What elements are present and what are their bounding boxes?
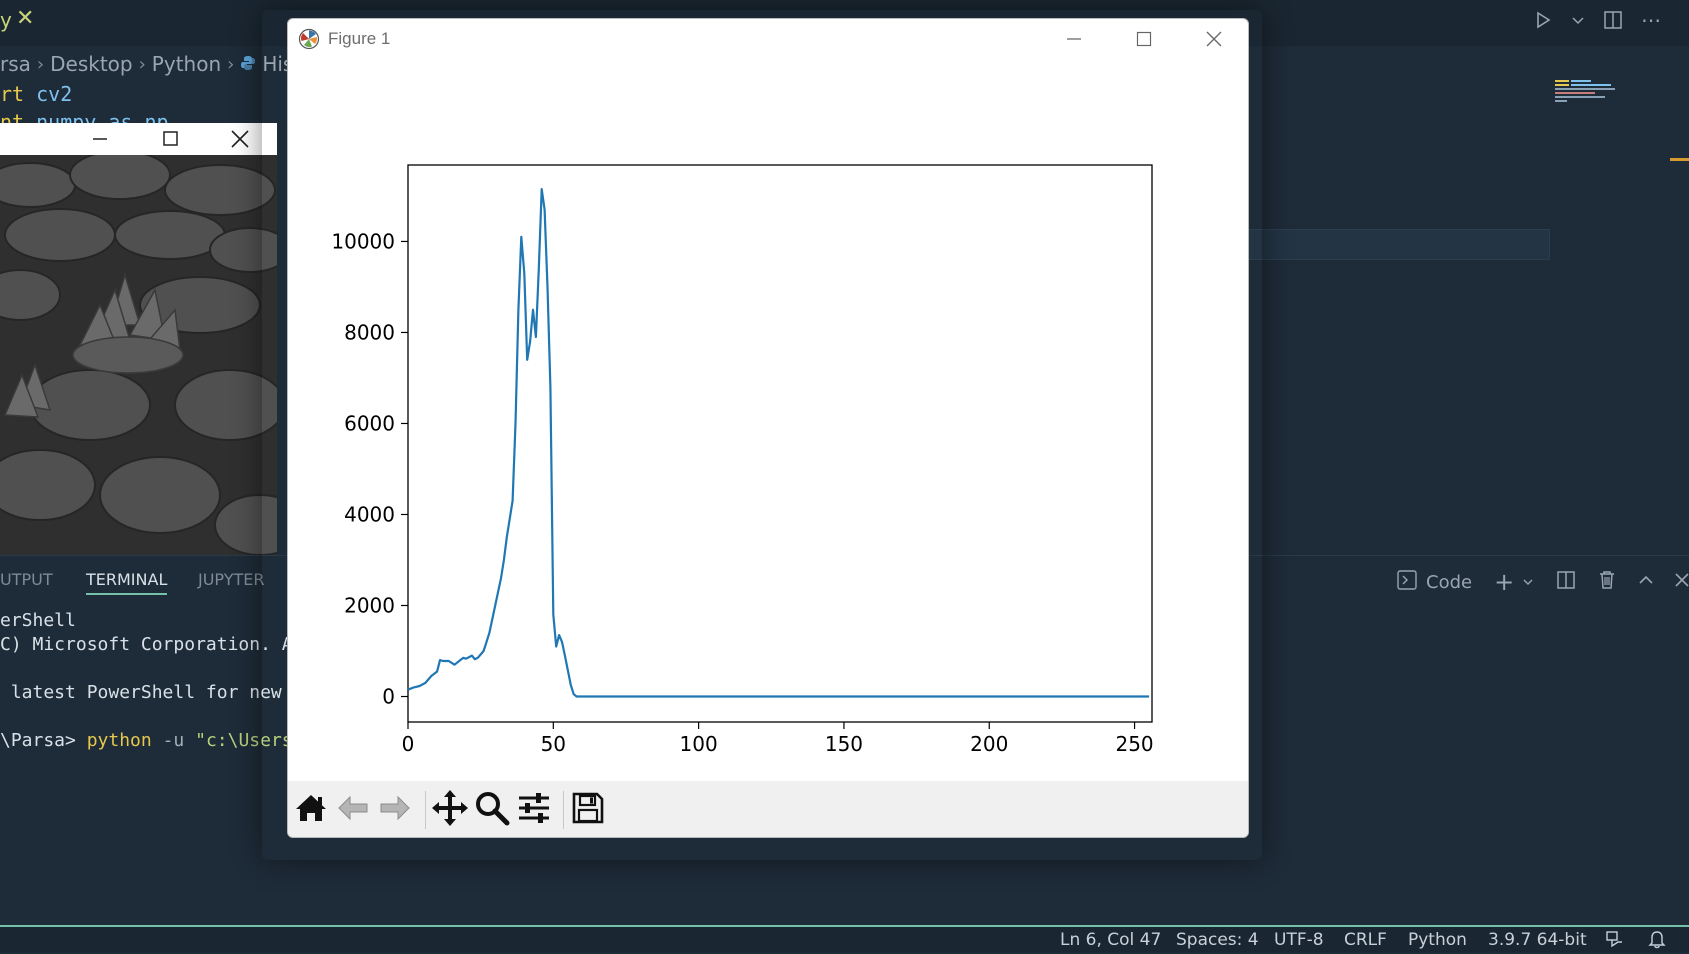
chevron-down-icon[interactable] (1571, 13, 1585, 27)
minimize-icon[interactable] (1044, 19, 1104, 59)
close-panel-icon[interactable] (1674, 572, 1689, 593)
x-tick-label: 50 (541, 732, 566, 756)
code-keyword: rt (0, 82, 25, 106)
chevron-down-icon[interactable] (1522, 572, 1534, 593)
x-tick-label: 200 (970, 732, 1008, 756)
y-tick-label: 0 (382, 685, 395, 709)
forward-icon[interactable] (374, 787, 416, 829)
status-bar: Ln 6, Col 47 Spaces: 4 UTF-8 CRLF Python… (0, 925, 1689, 952)
zoom-icon[interactable] (471, 787, 513, 829)
cursor-position[interactable]: Ln 6, Col 47 (1060, 930, 1162, 950)
close-tab-icon[interactable]: ✕ (16, 6, 35, 31)
toolbar-separator (425, 791, 426, 829)
maximize-icon[interactable] (1114, 19, 1174, 59)
breadcrumb-item[interactable]: rsa (0, 52, 31, 76)
terminal-line: C) Microsoft Corporation. A (0, 634, 293, 655)
tab-output[interactable]: UTPUT (0, 570, 53, 589)
editor-actions: ⋯ (1533, 8, 1661, 32)
figure-window-title: Figure 1 (328, 29, 391, 48)
y-tick-label: 6000 (344, 411, 395, 435)
close-icon[interactable] (220, 123, 260, 155)
terminal-profile-label[interactable]: Code (1426, 571, 1473, 593)
x-tick-label: 150 (825, 732, 863, 756)
chevron-up-icon[interactable] (1638, 572, 1654, 593)
configure-icon[interactable] (513, 787, 555, 829)
terminal-flag: -u (162, 730, 185, 751)
bell-icon[interactable] (1648, 929, 1666, 954)
y-tick-label: 4000 (344, 502, 395, 526)
terminal-line: erShell (0, 610, 76, 631)
terminal-actions: Code + (1396, 568, 1689, 596)
back-icon[interactable] (332, 787, 374, 829)
minimize-icon[interactable] (80, 123, 120, 155)
chart-canvas[interactable]: 0 50 100 150 200 250 0 2000 4000 6000 8000 10000 (288, 59, 1248, 799)
tab-terminal[interactable]: TERMINAL (86, 570, 168, 595)
terminal-prompt: \Parsa> (0, 730, 76, 751)
terminal-line: latest PowerShell for new (0, 682, 282, 703)
split-terminal-icon[interactable] (1556, 570, 1576, 595)
terminal-command-line[interactable]: \Parsa> python -u "c:\Users (0, 730, 293, 751)
figure-toolbar (288, 781, 1248, 837)
feedback-icon[interactable] (1604, 929, 1624, 954)
image-window-titlebar[interactable] (0, 123, 277, 155)
line-endings[interactable]: CRLF (1344, 930, 1387, 950)
pan-icon[interactable] (429, 787, 471, 829)
indentation[interactable]: Spaces: 4 (1176, 930, 1259, 950)
trash-icon[interactable] (1598, 570, 1616, 595)
scrollbar-marker (1670, 158, 1689, 161)
chevron-right-icon: › (227, 53, 235, 75)
more-actions-icon[interactable]: ⋯ (1641, 8, 1661, 32)
python-file-icon (240, 52, 256, 76)
run-icon[interactable] (1533, 10, 1553, 30)
home-icon[interactable] (290, 787, 332, 829)
x-tick-label: 100 (680, 732, 718, 756)
code-identifier: cv2 (36, 82, 73, 106)
figure-titlebar[interactable]: Figure 1 (288, 19, 1248, 59)
encoding[interactable]: UTF-8 (1274, 930, 1324, 950)
matplotlib-logo-icon (298, 28, 320, 54)
code-line[interactable]: rt cv2 (0, 82, 72, 106)
y-tick-label: 2000 (344, 594, 395, 618)
terminal-argument: "c:\Users (195, 730, 293, 751)
axes-frame (407, 164, 1153, 723)
breadcrumb-item[interactable]: Desktop (50, 52, 133, 76)
minimap[interactable] (1555, 78, 1675, 108)
breadcrumb-item[interactable]: Python (151, 52, 222, 76)
split-editor-icon[interactable] (1603, 10, 1623, 30)
maximize-icon[interactable] (150, 123, 190, 155)
y-axis: 0 2000 4000 6000 8000 10000 (331, 229, 408, 709)
tab-jupyter[interactable]: JUPYTER (198, 570, 265, 589)
x-axis: 0 50 100 150 200 250 (402, 722, 1154, 756)
chevron-right-icon: › (36, 53, 45, 75)
save-icon[interactable] (567, 787, 609, 829)
new-terminal-icon[interactable]: + (1494, 568, 1515, 596)
terminal-command: python (86, 730, 152, 751)
histogram-line (407, 188, 1150, 698)
chevron-right-icon: › (138, 53, 146, 75)
x-tick-label: 0 (402, 732, 415, 756)
close-icon[interactable] (1184, 19, 1244, 59)
figure-window[interactable]: Figure 1 0 50 100 150 200 250 0 2000 4000 6000 80… (287, 18, 1249, 838)
image-window[interactable] (0, 123, 277, 555)
toolbar-separator (563, 791, 564, 829)
grayscale-image (0, 155, 277, 555)
x-tick-label: 250 (1115, 732, 1153, 756)
editor-tab-label[interactable]: y (0, 8, 12, 32)
breadcrumb: rsa › Desktop › Python › His (0, 50, 293, 78)
language-mode[interactable]: Python (1408, 930, 1467, 950)
python-interpreter[interactable]: 3.9.7 64-bit (1488, 930, 1587, 950)
y-tick-label: 8000 (344, 320, 395, 344)
y-tick-label: 10000 (331, 229, 395, 253)
current-line-highlight (1248, 229, 1550, 260)
terminal-icon (1396, 569, 1418, 596)
